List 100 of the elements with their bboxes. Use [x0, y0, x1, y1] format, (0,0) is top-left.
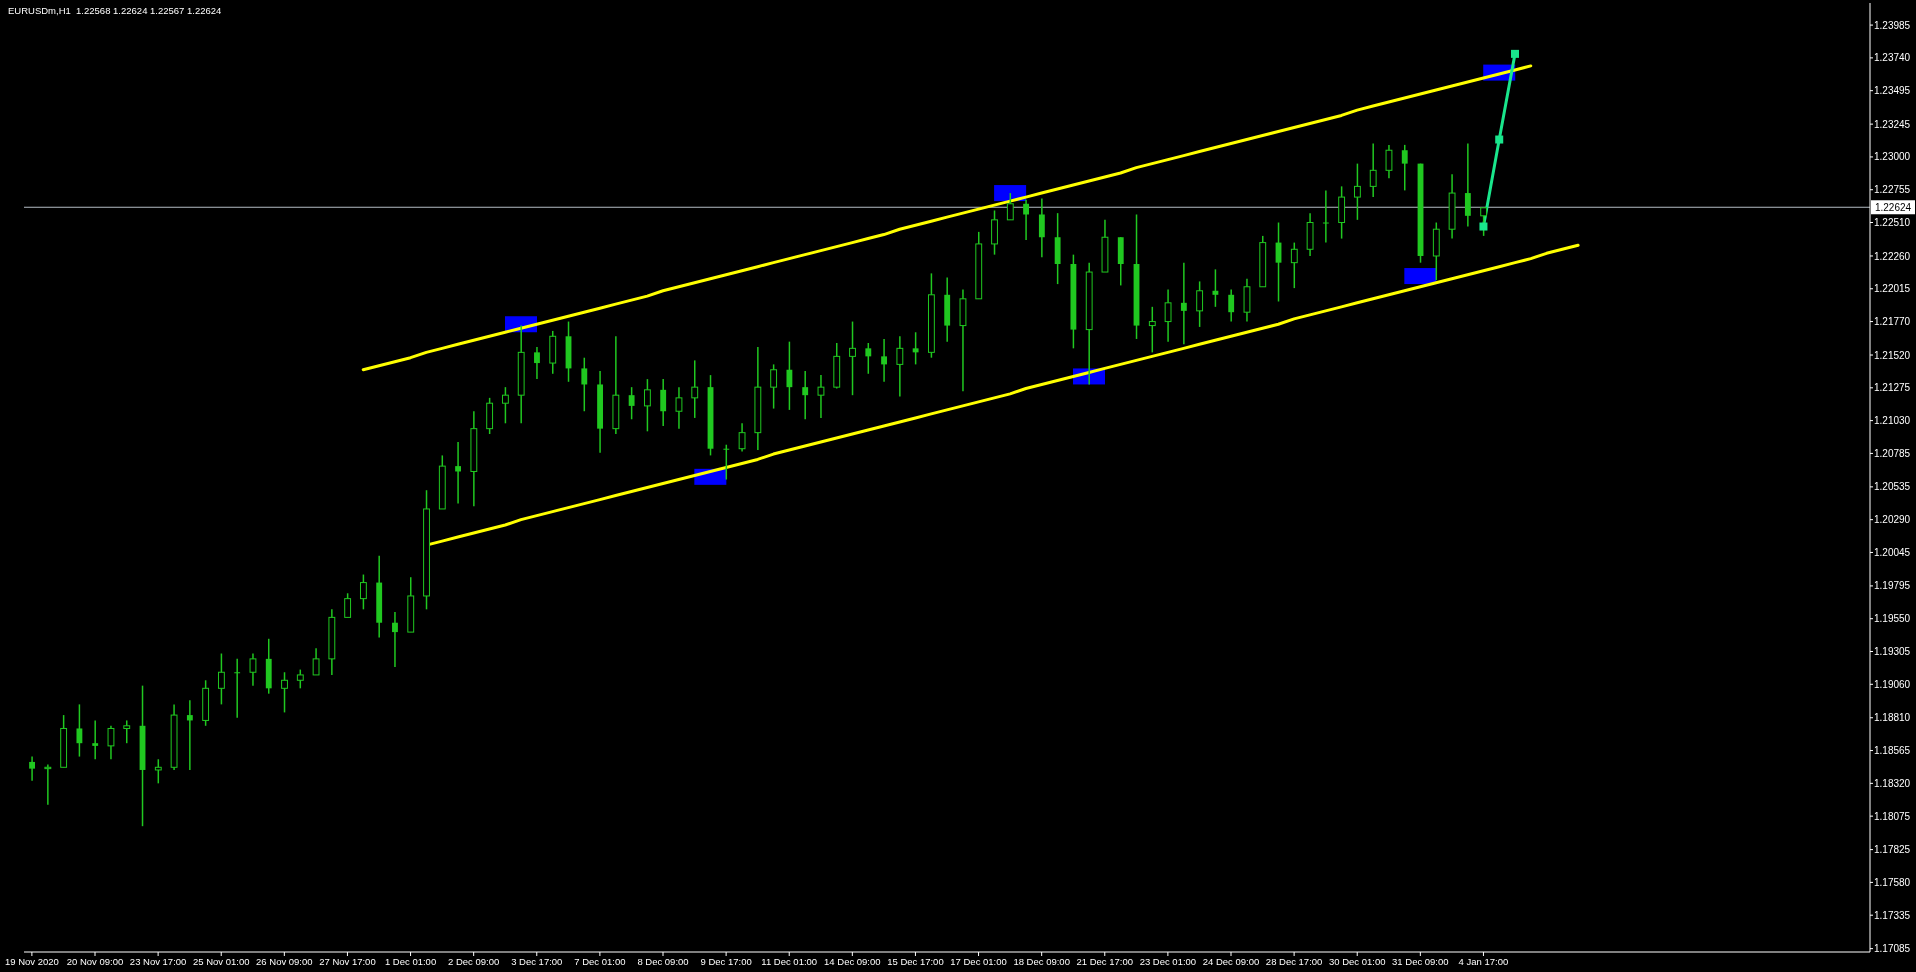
y-tick-label: 1.19550 — [1874, 613, 1911, 625]
candlestick — [1164, 288, 1172, 343]
candlestick — [581, 356, 588, 412]
candlestick — [107, 725, 115, 761]
x-tick-label: 20 Nov 09:00 — [66, 955, 124, 967]
candlestick — [123, 719, 131, 744]
x-tick-label: 1 Dec 01:00 — [384, 955, 437, 967]
candlestick — [1464, 142, 1471, 228]
y-tick-label: 1.20290 — [1874, 514, 1911, 526]
y-tick-label: 1.23245 — [1874, 118, 1911, 130]
candlestick — [849, 320, 856, 396]
ref-line-label: 1.22624 — [1874, 201, 1912, 213]
y-tick-label: 1.23000 — [1874, 151, 1911, 163]
candlestick — [1322, 189, 1329, 244]
y-tick-label: 1.17580 — [1874, 876, 1911, 888]
y-tick-label: 1.21030 — [1874, 415, 1911, 427]
candlestick — [643, 378, 651, 433]
x-tick-label: 25 Nov 01:00 — [192, 955, 250, 967]
candlestick — [359, 573, 367, 611]
x-tick-label: 30 Dec 01:00 — [1328, 955, 1386, 967]
x-tick-label: 2 Dec 09:00 — [448, 955, 500, 967]
candlestick — [154, 758, 162, 785]
x-tick-label: 31 Dec 09:00 — [1392, 955, 1449, 967]
candlestick — [1401, 144, 1408, 192]
x-tick-label: 18 Dec 09:00 — [1013, 955, 1070, 967]
y-tick-label: 1.18075 — [1874, 810, 1911, 822]
y-tick-label: 1.21275 — [1874, 382, 1911, 394]
candlestick — [817, 374, 825, 419]
y-tick-label: 1.17335 — [1874, 909, 1911, 921]
y-tick-label: 1.23740 — [1874, 52, 1911, 64]
line-series — [361, 64, 1533, 372]
point — [1479, 222, 1488, 231]
y-tick-label: 1.20535 — [1874, 481, 1911, 493]
candlestick — [1038, 197, 1045, 259]
candlestick — [29, 755, 35, 782]
candlestick — [296, 668, 304, 690]
candlestick — [1228, 288, 1235, 323]
candlestick — [217, 652, 225, 706]
y-tick-label: 1.22755 — [1874, 184, 1911, 196]
point — [1495, 135, 1504, 144]
candlestick — [881, 338, 887, 383]
candlestick — [1196, 280, 1204, 328]
y-tick-label: 1.17085 — [1874, 943, 1911, 955]
candlestick — [249, 652, 257, 687]
candlestick — [76, 703, 83, 758]
candlestick — [1353, 162, 1361, 221]
y-tick-label: 1.22015 — [1874, 283, 1911, 295]
y-tick-label: 1.20045 — [1874, 547, 1911, 559]
chart-title: EURUSDm,H1 1.22568 1.22624 1.22567 1.22624 — [8, 4, 222, 18]
x-tick-label: 14 Dec 09:00 — [824, 955, 881, 967]
x-tick-label: 23 Dec 01:00 — [1139, 955, 1197, 967]
x-tick-label: 26 Nov 09:00 — [256, 955, 313, 967]
candlestick — [770, 363, 778, 410]
candlestick — [896, 335, 904, 398]
candlestick — [1369, 142, 1377, 198]
candlestick — [691, 359, 699, 419]
x-tick-label: 11 Dec 01:00 — [761, 955, 818, 967]
candlestick — [1180, 261, 1187, 346]
x-tick-label: 4 Jan 17:00 — [1458, 955, 1509, 967]
candlestick — [501, 386, 509, 425]
x-tick-label: 19 Nov 2020 — [4, 955, 59, 967]
candlestick — [534, 346, 540, 380]
x-tick-label: 17 Dec 01:00 — [950, 955, 1007, 967]
candlestick — [186, 699, 193, 771]
candlestick — [92, 719, 99, 761]
x-tick-label: 24 Dec 09:00 — [1202, 955, 1260, 967]
x-tick-label: 3 Dec 17:00 — [511, 955, 563, 967]
candlestick — [1148, 306, 1156, 354]
candlestick — [1385, 144, 1393, 180]
y-tick-label: 1.23985 — [1874, 19, 1911, 31]
candlestick — [802, 370, 809, 421]
candlestick — [392, 611, 398, 668]
y-tick-label: 1.19305 — [1874, 646, 1911, 658]
candlestick — [912, 331, 919, 366]
candlestick — [281, 671, 288, 714]
point — [1511, 49, 1519, 58]
x-tick-label: 27 Nov 17:00 — [319, 955, 376, 967]
candlestick — [723, 443, 730, 481]
candlestick — [1006, 192, 1014, 221]
y-tick-label: 1.18565 — [1874, 745, 1911, 757]
y-tick-label: 1.23495 — [1874, 85, 1911, 97]
y-tick-label: 1.21770 — [1874, 316, 1911, 328]
x-tick-label: 9 Dec 17:00 — [700, 955, 752, 967]
x-tick-label: 7 Dec 01:00 — [574, 955, 626, 967]
candlestick — [628, 386, 635, 421]
candlestick — [738, 422, 746, 453]
candlestick — [1290, 241, 1298, 289]
candlestick — [660, 378, 667, 427]
y-tick-label: 1.20785 — [1874, 447, 1911, 459]
candlestick — [344, 592, 352, 619]
y-tick-label: 1.19795 — [1874, 580, 1911, 592]
y-tick-label: 1.17825 — [1874, 844, 1911, 856]
candlestick — [455, 441, 461, 505]
candlestick — [44, 763, 52, 806]
y-tick-label: 1.22260 — [1874, 250, 1911, 262]
y-tick-label: 1.19060 — [1874, 678, 1911, 690]
x-tick-label: 15 Dec 17:00 — [887, 955, 944, 967]
candlestick — [1023, 199, 1029, 241]
candlestick — [1212, 268, 1219, 308]
candlestick — [865, 342, 872, 375]
